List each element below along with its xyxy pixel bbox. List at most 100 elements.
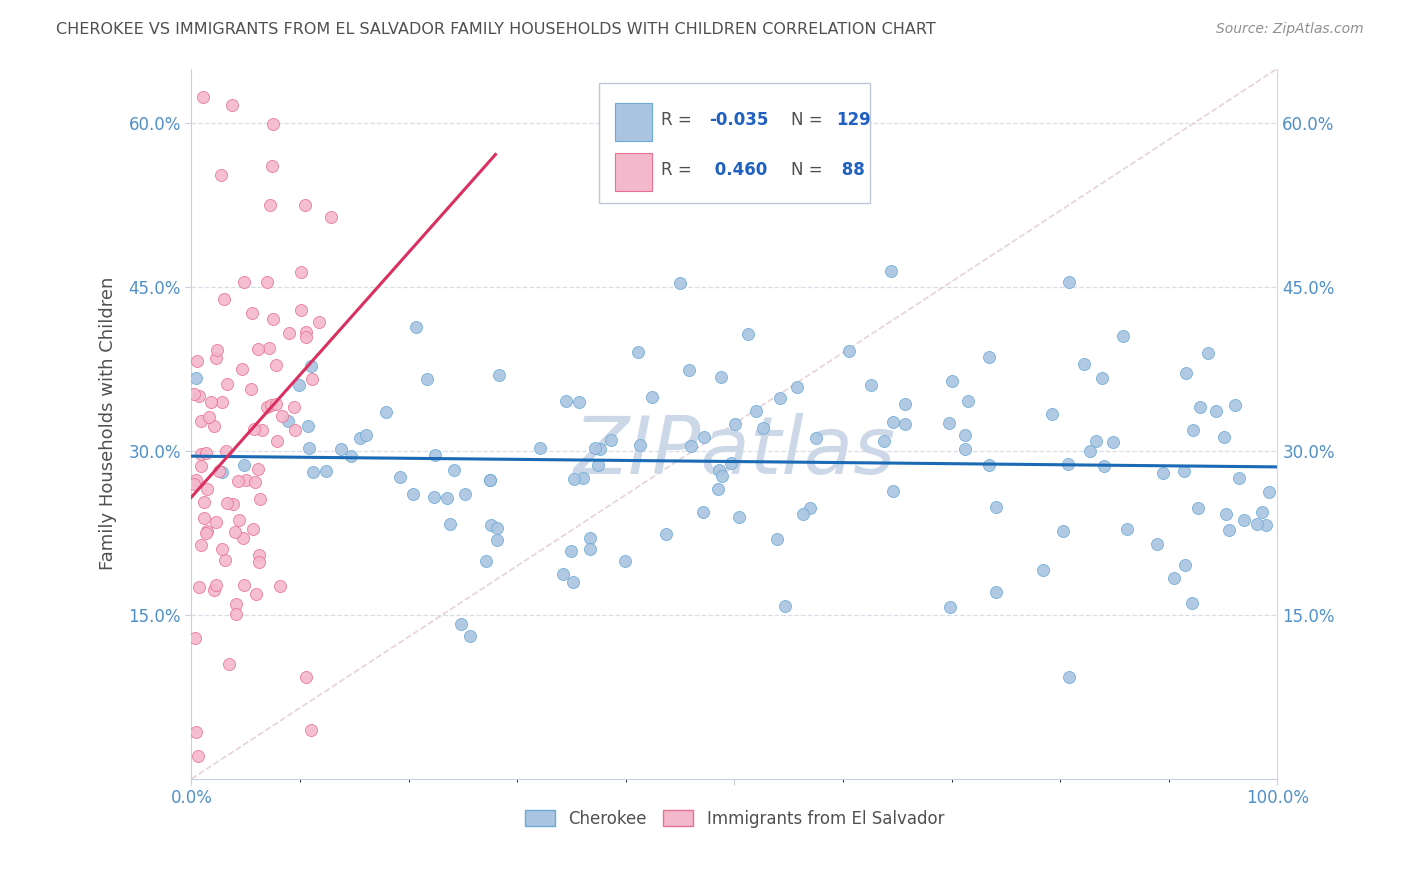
Point: [953, 428, 976, 442]
Point: [453, 487, 475, 501]
Point: [197, 409, 219, 424]
Point: [340, 449, 363, 463]
Point: [710, 370, 733, 384]
Point: [1250, 505, 1272, 519]
Point: [655, 527, 678, 541]
Point: [1256, 518, 1278, 533]
Point: [288, 377, 311, 392]
Point: [232, 531, 254, 545]
Point: [894, 397, 917, 411]
Text: N =: N =: [790, 112, 828, 129]
Point: [769, 391, 792, 405]
Point: [956, 393, 979, 408]
Point: [190, 447, 212, 461]
Point: [554, 394, 576, 409]
Point: [804, 431, 827, 445]
Point: [233, 458, 256, 472]
Point: [439, 516, 461, 531]
FancyBboxPatch shape: [614, 103, 652, 141]
Point: [1057, 669, 1080, 683]
Point: [583, 441, 606, 455]
Point: [882, 483, 904, 498]
Point: [678, 363, 700, 377]
Point: [297, 419, 319, 434]
Point: [290, 265, 312, 279]
Text: Source: ZipAtlas.com: Source: ZipAtlas.com: [1216, 22, 1364, 37]
Point: [553, 567, 575, 582]
Point: [264, 358, 287, 372]
Point: [294, 197, 316, 211]
Point: [349, 432, 371, 446]
Point: [262, 312, 284, 326]
Point: [191, 90, 214, 104]
Point: [1246, 517, 1268, 532]
Point: [1223, 398, 1246, 412]
Point: [1197, 346, 1219, 360]
Point: [240, 306, 263, 320]
Point: [228, 513, 250, 527]
Point: [209, 169, 232, 183]
Point: [186, 354, 208, 368]
Point: [939, 600, 962, 615]
Point: [295, 670, 318, 684]
Point: [315, 464, 337, 478]
Point: [938, 416, 960, 430]
Point: [737, 326, 759, 341]
Point: [766, 533, 789, 547]
Point: [231, 361, 253, 376]
Point: [218, 657, 240, 672]
Text: 88: 88: [837, 161, 865, 179]
Point: [299, 723, 322, 738]
Point: [299, 359, 322, 373]
Point: [247, 548, 270, 562]
Point: [214, 553, 236, 567]
Point: [709, 462, 731, 476]
Point: [224, 524, 246, 539]
Text: 0.460: 0.460: [710, 161, 768, 179]
Point: [1227, 471, 1250, 485]
Point: [215, 443, 238, 458]
Point: [250, 423, 273, 437]
Legend: Cherokee, Immigrants from El Salvador: Cherokee, Immigrants from El Salvador: [517, 803, 950, 835]
Point: [1153, 467, 1175, 481]
Point: [488, 368, 510, 383]
Point: [586, 458, 609, 472]
Point: [319, 210, 342, 224]
Point: [184, 631, 207, 645]
Point: [1174, 558, 1197, 573]
Point: [294, 330, 316, 344]
Point: [1084, 434, 1107, 448]
Point: [225, 597, 247, 611]
Point: [799, 501, 821, 516]
Point: [202, 582, 225, 597]
Point: [208, 464, 231, 478]
Point: [1182, 423, 1205, 437]
Point: [308, 315, 330, 329]
Point: [193, 511, 215, 525]
Point: [627, 345, 650, 359]
Point: [405, 320, 427, 334]
Point: [207, 343, 229, 357]
Point: [941, 375, 963, 389]
Point: [212, 293, 235, 307]
Point: [257, 341, 280, 355]
Point: [195, 483, 218, 497]
Point: [204, 351, 226, 365]
Point: [953, 442, 976, 456]
Point: [245, 587, 267, 601]
Point: [256, 275, 278, 289]
Point: [194, 446, 217, 460]
Point: [294, 326, 316, 340]
Point: [277, 414, 299, 428]
Point: [389, 470, 412, 484]
Point: [478, 473, 501, 487]
Point: [354, 428, 377, 442]
Point: [423, 490, 446, 504]
Point: [568, 395, 591, 409]
Point: [193, 495, 215, 509]
Point: [1032, 563, 1054, 577]
Point: [222, 497, 245, 511]
Point: [693, 429, 716, 443]
Point: [977, 458, 1000, 472]
Point: [1187, 501, 1209, 516]
